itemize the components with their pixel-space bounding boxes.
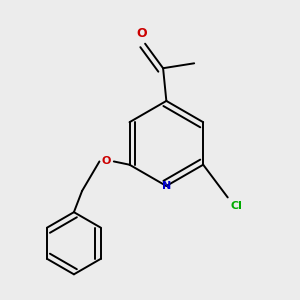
Text: O: O [102, 157, 111, 166]
Text: N: N [162, 181, 171, 191]
Text: Cl: Cl [231, 201, 243, 212]
Text: O: O [136, 27, 147, 40]
